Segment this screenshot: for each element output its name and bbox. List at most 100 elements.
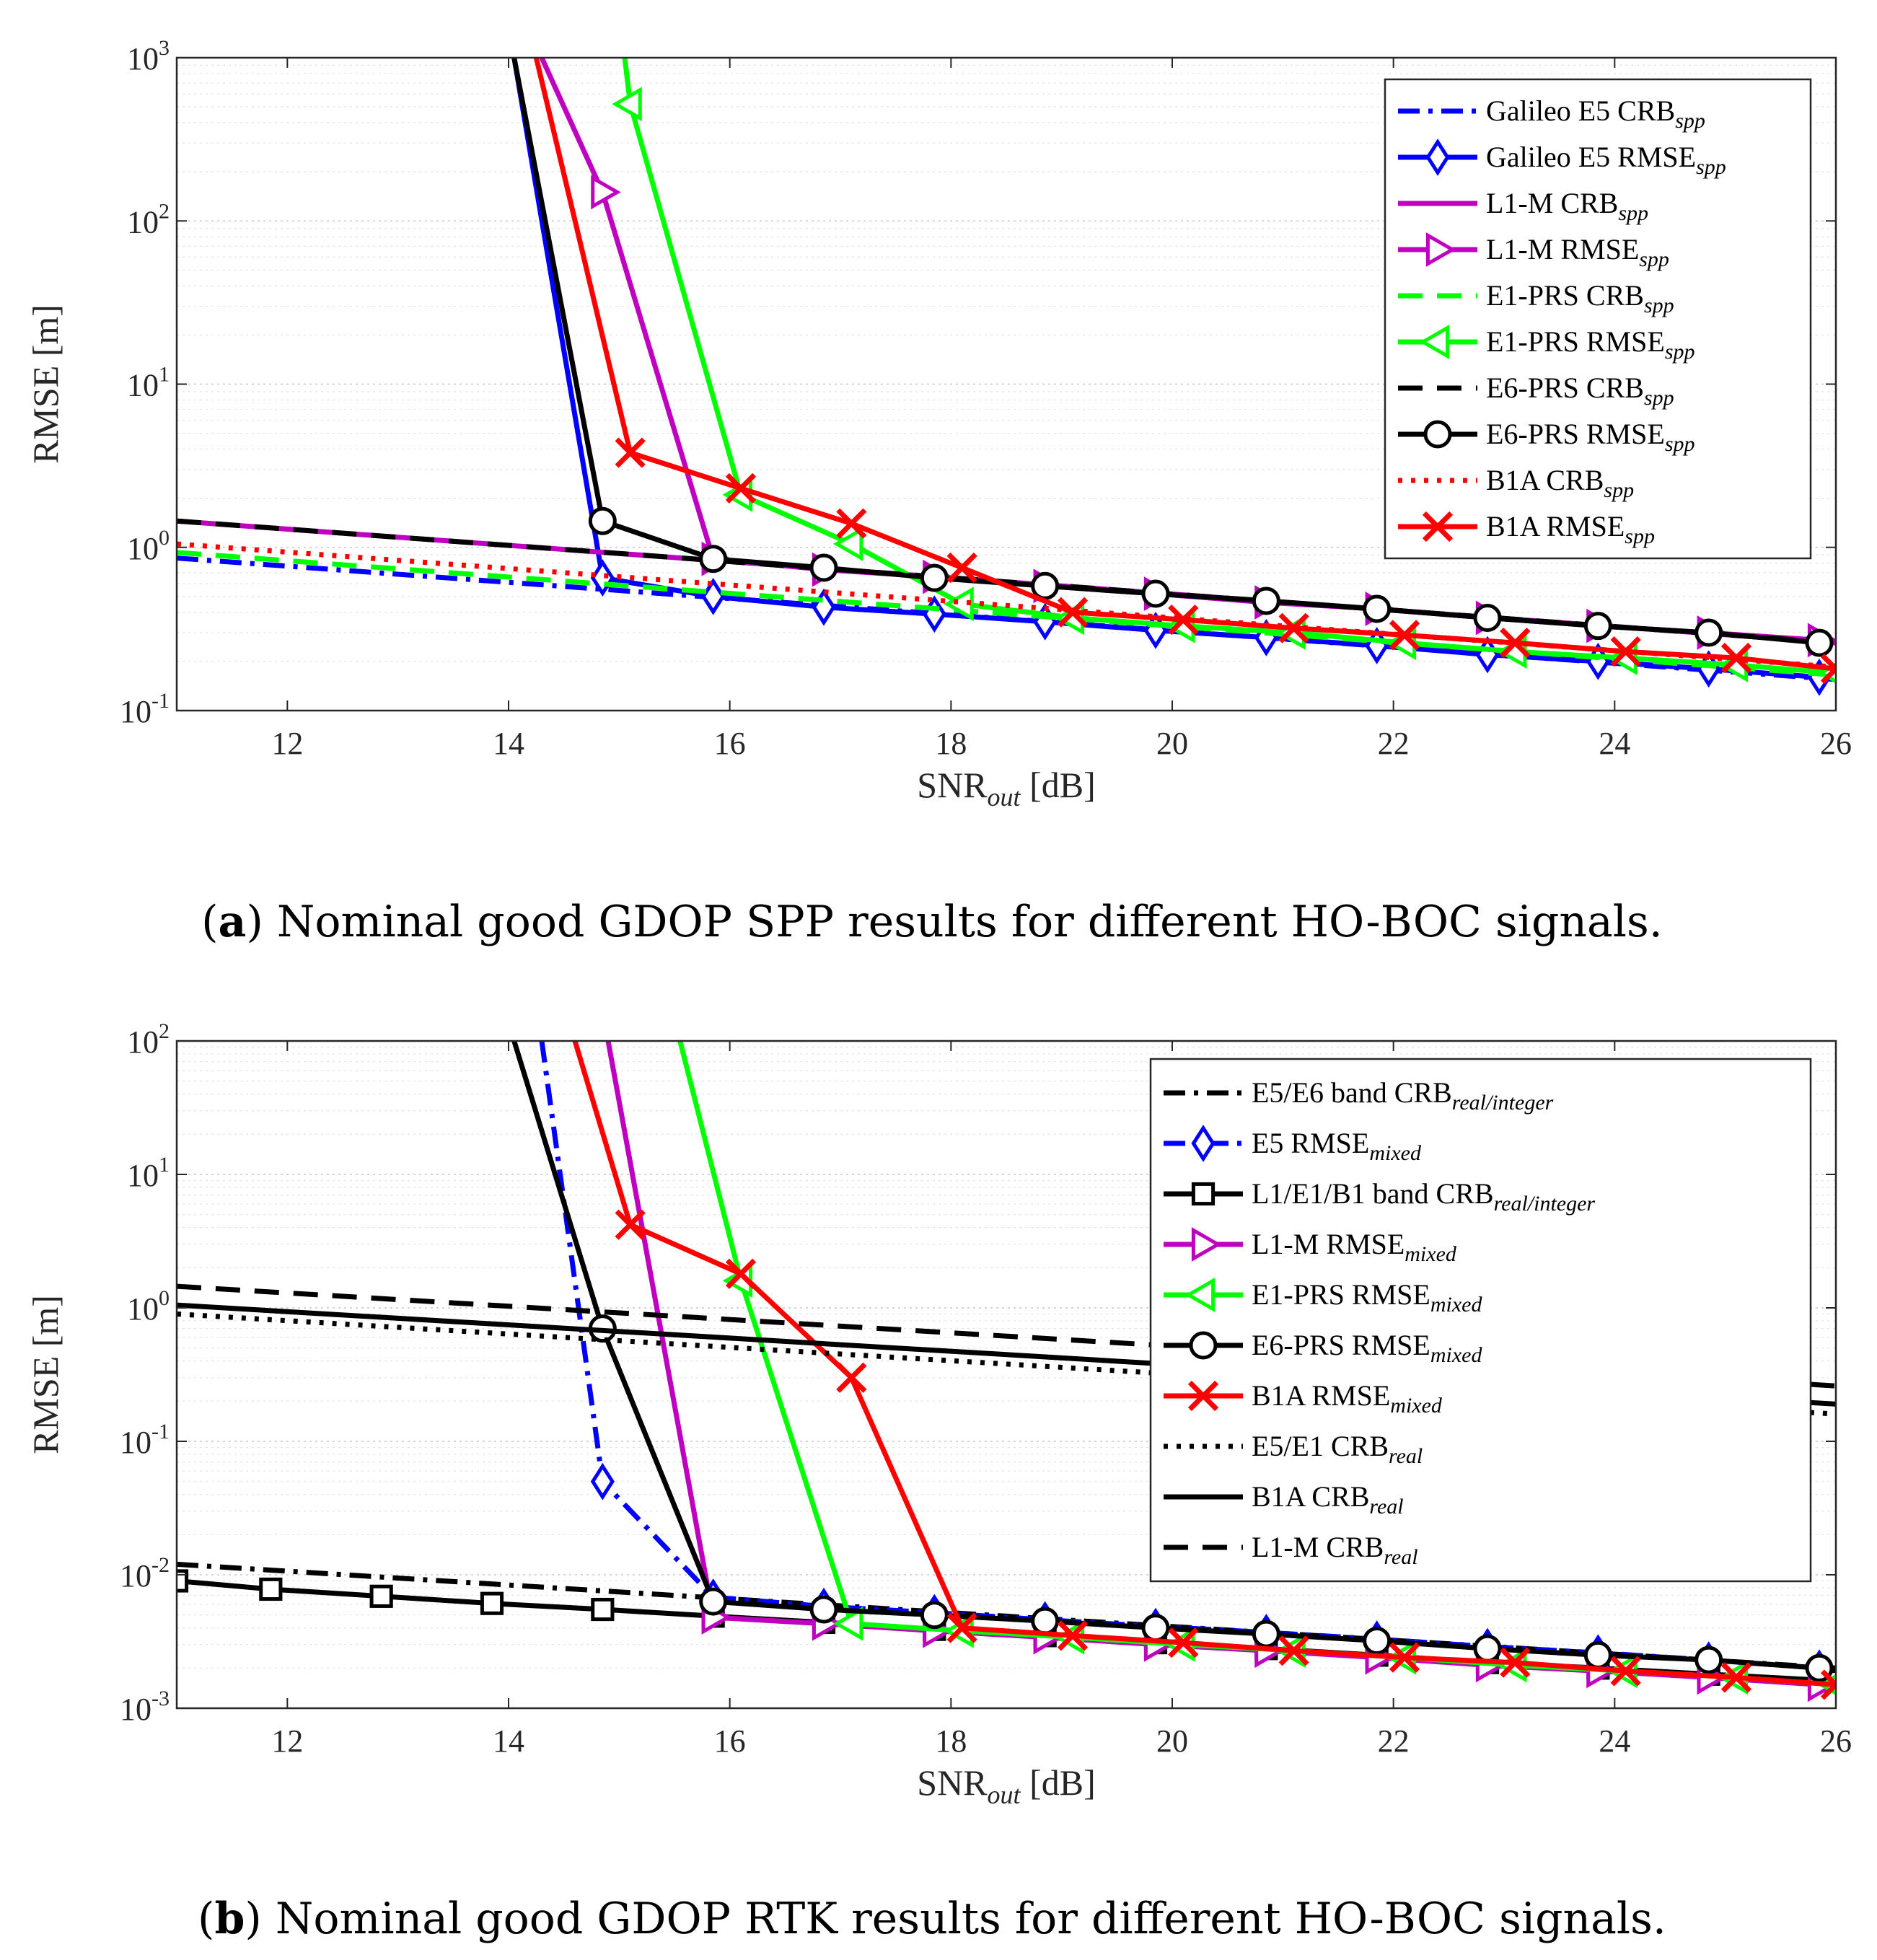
x-tick-label: 20 xyxy=(1156,726,1188,761)
legend-box xyxy=(1149,1058,1812,1583)
legend-label-e5-rmse-mixed: E5 RMSEmixed xyxy=(1252,1127,1422,1165)
marker-b1a-rmse-spp xyxy=(1278,612,1309,643)
marker-e6-prs-rmse-mixed xyxy=(1473,1634,1502,1663)
legend-marker-e6-prs-rmse-spp xyxy=(1423,420,1452,449)
legend-entry-b1a-rmse-spp: B1A RMSEspp xyxy=(1398,510,1655,548)
marker-b1a-rmse-mixed xyxy=(1500,1647,1531,1678)
y-tick-label: 101 xyxy=(127,363,170,403)
legend-label-l1-m-rmse-spp: L1-M RMSEspp xyxy=(1486,233,1669,271)
legend-label-b1a-crb-real: B1A CRBreal xyxy=(1252,1480,1404,1519)
legend-entry-b1a-crb-spp: B1A CRBspp xyxy=(1398,464,1634,502)
legend-entry-b1a-crb-real: B1A CRBreal xyxy=(1164,1480,1404,1519)
marker-b1a-rmse-spp xyxy=(1389,620,1420,651)
x-tick-label: 26 xyxy=(1820,726,1852,761)
marker-e1-prs-rmse-mixed xyxy=(832,1606,863,1641)
marker-e6-prs-rmse-mixed xyxy=(809,1595,838,1624)
y-tick-label: 102 xyxy=(127,1019,170,1060)
marker-b1a-rmse-mixed xyxy=(725,1258,757,1289)
marker-e6-prs-rmse-spp xyxy=(588,506,617,535)
marker-e6-prs-rmse-spp xyxy=(809,553,838,582)
marker-galileo-e5-rmse-spp xyxy=(590,559,615,597)
y-axis-label: RMSE [m] xyxy=(25,304,66,464)
marker-e6-prs-rmse-spp xyxy=(1583,612,1612,641)
marker-b1a-rmse-mixed xyxy=(946,1612,977,1643)
caption-b: (b) Nominal good GDOP RTK results for di… xyxy=(198,1894,1666,1944)
marker-l1-e1-b1-band-crb-real-integer xyxy=(369,1584,393,1608)
legend-marker-e1-prs-rmse-mixed xyxy=(1184,1278,1216,1312)
marker-e6-prs-rmse-spp xyxy=(1694,618,1723,647)
legend-marker-l1-m-rmse-spp xyxy=(1425,232,1456,267)
marker-e1-prs-rmse-spp xyxy=(944,586,974,622)
marker-b1a-rmse-mixed xyxy=(1057,1620,1089,1651)
marker-b1a-rmse-mixed xyxy=(615,1209,646,1240)
series-group xyxy=(177,1041,1836,1702)
legend-entry-e1-prs-crb-spp: E1-PRS CRBspp xyxy=(1398,279,1674,317)
series-line-b1a-crb-spp xyxy=(177,541,1836,670)
x-tick-label: 24 xyxy=(1599,1723,1630,1759)
legend-entry-b1a-rmse-mixed: B1A RMSEmixed xyxy=(1164,1379,1443,1418)
caption-a-text: Nominal good GDOP SPP results for differ… xyxy=(277,897,1663,947)
marker-e1-prs-rmse-spp xyxy=(832,527,863,561)
x-tick-label: 20 xyxy=(1156,1723,1188,1759)
legend-label-l1-m-crb-spp: L1-M CRBspp xyxy=(1486,187,1648,225)
x-tick-label: 18 xyxy=(935,726,967,761)
legend-label-b1a-rmse-mixed: B1A RMSEmixed xyxy=(1252,1379,1443,1418)
x-tick-label: 22 xyxy=(1378,726,1410,761)
caption-a-letter: a xyxy=(219,897,247,947)
plot-frame xyxy=(175,1040,1837,1710)
marker-l1-e1-b1-band-crb-real-integer xyxy=(259,1577,283,1601)
x-tick-label: 14 xyxy=(493,1723,524,1759)
legend-marker-e5-rmse-mixed xyxy=(1191,1125,1216,1162)
x-tick-label: 12 xyxy=(271,1723,303,1759)
y-tick-label: 10-1 xyxy=(120,1420,170,1460)
legend-marker-b1a-rmse-mixed xyxy=(1187,1380,1219,1412)
legend-entry-l1-m-rmse-mixed: L1-M RMSEmixed xyxy=(1164,1227,1457,1266)
marker-e6-prs-rmse-mixed xyxy=(1141,1614,1170,1643)
marker-e6-prs-rmse-mixed xyxy=(920,1601,949,1630)
marker-e6-prs-rmse-mixed xyxy=(1363,1627,1392,1656)
marker-e6-prs-rmse-mixed xyxy=(699,1587,728,1616)
legend-entry-e5-e1-crb-real: E5/E1 CRBreal xyxy=(1164,1430,1423,1468)
marker-l1-e1-b1-band-crb-real-integer xyxy=(591,1597,615,1622)
legend-marker-b1a-rmse-spp xyxy=(1422,511,1454,542)
marker-b1a-rmse-spp xyxy=(1720,642,1752,674)
legend-label-e1-prs-rmse-spp: E1-PRS RMSEspp xyxy=(1486,325,1695,364)
legend-label-e5-e1-crb-real: E5/E1 CRBreal xyxy=(1252,1430,1423,1468)
legend-marker-galileo-e5-rmse-spp xyxy=(1425,139,1450,176)
x-tick-label: 26 xyxy=(1820,1723,1852,1759)
legend-entry-galileo-e5-rmse-spp: Galileo E5 RMSEspp xyxy=(1398,139,1726,179)
legend-entry-e6-prs-rmse-mixed: E6-PRS RMSEmixed xyxy=(1164,1329,1482,1367)
marker-e6-prs-rmse-spp xyxy=(699,545,728,574)
caption-b-letter: b xyxy=(214,1894,245,1944)
x-axis-label: SNRout [dB] xyxy=(917,765,1095,812)
marker-e6-prs-rmse-spp xyxy=(1252,586,1280,615)
x-tick-label: 18 xyxy=(935,1723,967,1759)
legend-entry-l1-m-crb-spp: L1-M CRBspp xyxy=(1398,187,1648,225)
legend-label-l1-m-crb-real: L1-M CRBreal xyxy=(1252,1531,1418,1569)
marker-b1a-rmse-spp xyxy=(1610,636,1641,667)
legend-marker-l1-m-rmse-mixed xyxy=(1191,1227,1222,1262)
marker-e5-rmse-mixed xyxy=(590,1462,615,1500)
marker-e6-prs-rmse-mixed xyxy=(1031,1607,1060,1635)
marker-e6-prs-rmse-mixed xyxy=(1252,1620,1280,1648)
marker-e6-prs-rmse-spp xyxy=(1363,594,1392,623)
axes: 12 14 16 18 20 22 24 26 10-1 100 101 102 103 SNRout [… xyxy=(25,36,1852,812)
marker-b1a-rmse-spp xyxy=(1168,605,1199,636)
legend-entry-galileo-e5-crb-spp: Galileo E5 CRBspp xyxy=(1398,95,1705,133)
x-tick-label: 14 xyxy=(493,726,524,761)
y-tick-label: 101 xyxy=(127,1153,170,1193)
x-tick-label: 12 xyxy=(271,726,303,761)
y-axis-label: RMSE [m] xyxy=(25,1295,66,1454)
y-tick-label: 102 xyxy=(127,199,170,239)
marker-e6-prs-rmse-spp xyxy=(1473,603,1502,632)
x-axis-label: SNRout [dB] xyxy=(917,1762,1095,1809)
y-tick-label: 10-2 xyxy=(120,1553,170,1594)
series-group xyxy=(177,58,1836,696)
marker-l1-e1-b1-band-crb-real-integer xyxy=(177,1569,189,1593)
legend-entry-e1-prs-rmse-spp: E1-PRS RMSEspp xyxy=(1398,325,1695,364)
marker-b1a-rmse-mixed xyxy=(1389,1642,1420,1673)
marker-galileo-e5-rmse-spp xyxy=(701,577,726,615)
marker-e6-prs-rmse-mixed xyxy=(1583,1640,1612,1669)
marker-b1a-rmse-spp xyxy=(946,552,977,584)
